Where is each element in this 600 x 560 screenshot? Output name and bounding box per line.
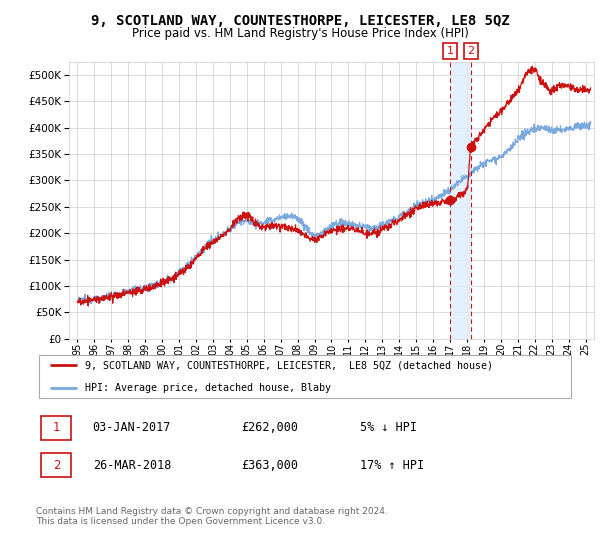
Text: 17% ↑ HPI: 17% ↑ HPI: [360, 459, 424, 472]
Bar: [450, 62, 471, 339]
Text: 26-MAR-2018: 26-MAR-2018: [92, 459, 171, 472]
Text: HPI: Average price, detached house, Blaby: HPI: Average price, detached house, Blab…: [85, 383, 331, 393]
Text: Contains HM Land Registry data © Crown copyright and database right 2024.
This d: Contains HM Land Registry data © Crown c…: [36, 507, 388, 526]
Text: 1: 1: [447, 46, 454, 56]
FancyBboxPatch shape: [39, 355, 571, 398]
Text: 03-JAN-2017: 03-JAN-2017: [92, 421, 171, 435]
Text: 1: 1: [53, 421, 60, 435]
Text: Price paid vs. HM Land Registry's House Price Index (HPI): Price paid vs. HM Land Registry's House …: [131, 27, 469, 40]
Text: 5% ↓ HPI: 5% ↓ HPI: [360, 421, 417, 435]
Text: 2: 2: [467, 46, 475, 56]
Text: 9, SCOTLAND WAY, COUNTESTHORPE, LEICESTER,  LE8 5QZ (detached house): 9, SCOTLAND WAY, COUNTESTHORPE, LEICESTE…: [85, 360, 493, 370]
FancyBboxPatch shape: [41, 416, 71, 440]
Text: 2: 2: [53, 459, 60, 472]
FancyBboxPatch shape: [41, 453, 71, 477]
Text: £262,000: £262,000: [241, 421, 298, 435]
Text: £363,000: £363,000: [241, 459, 298, 472]
Text: 9, SCOTLAND WAY, COUNTESTHORPE, LEICESTER, LE8 5QZ: 9, SCOTLAND WAY, COUNTESTHORPE, LEICESTE…: [91, 14, 509, 28]
